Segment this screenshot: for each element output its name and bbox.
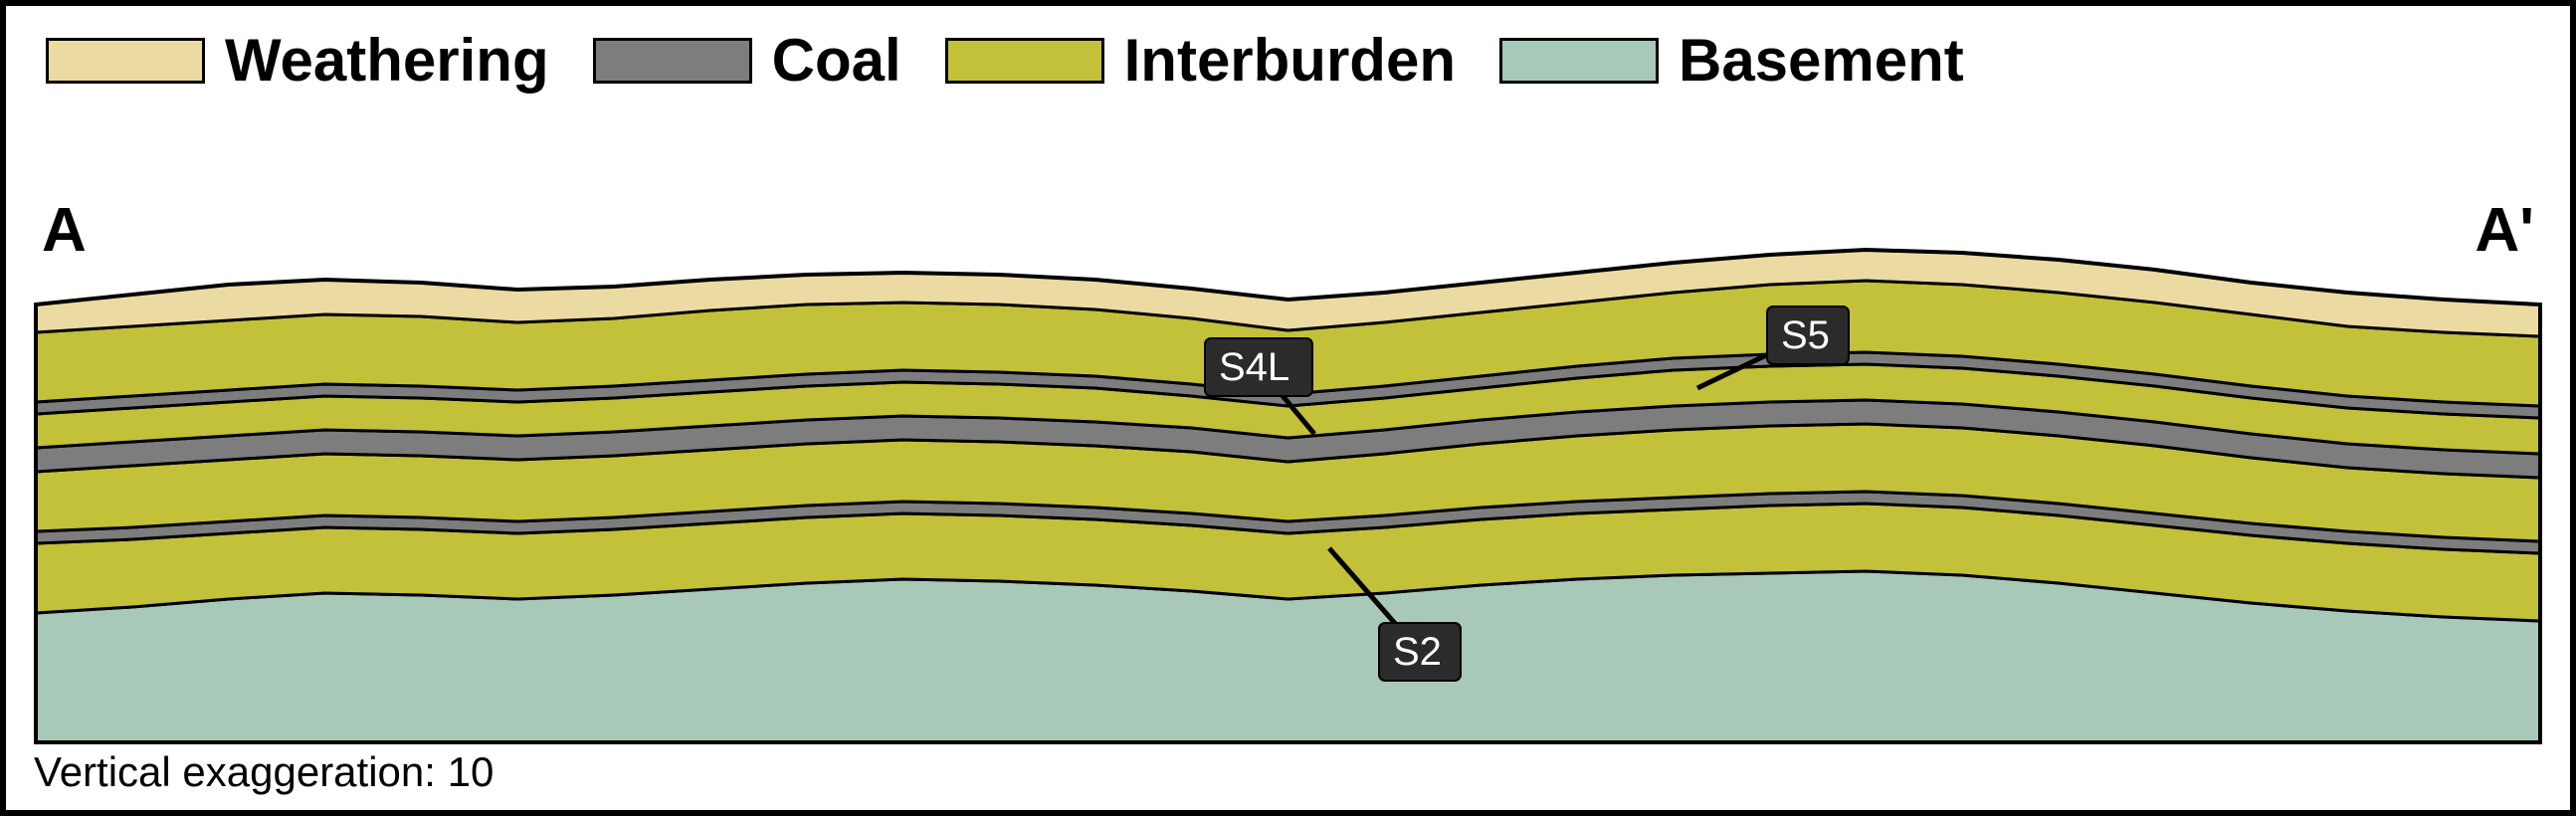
callout-text-S5: S5 (1781, 313, 1830, 357)
callout-text-S2: S2 (1393, 630, 1442, 674)
callout-text-S4L: S4L (1219, 345, 1289, 389)
footnote-vertical-exaggeration: Vertical exaggeration: 10 (34, 748, 494, 796)
cross-section-frame: Weathering Coal Interburden Basement A A… (0, 0, 2576, 816)
cross-section-svg: S5 S4L S2 (6, 6, 2570, 810)
